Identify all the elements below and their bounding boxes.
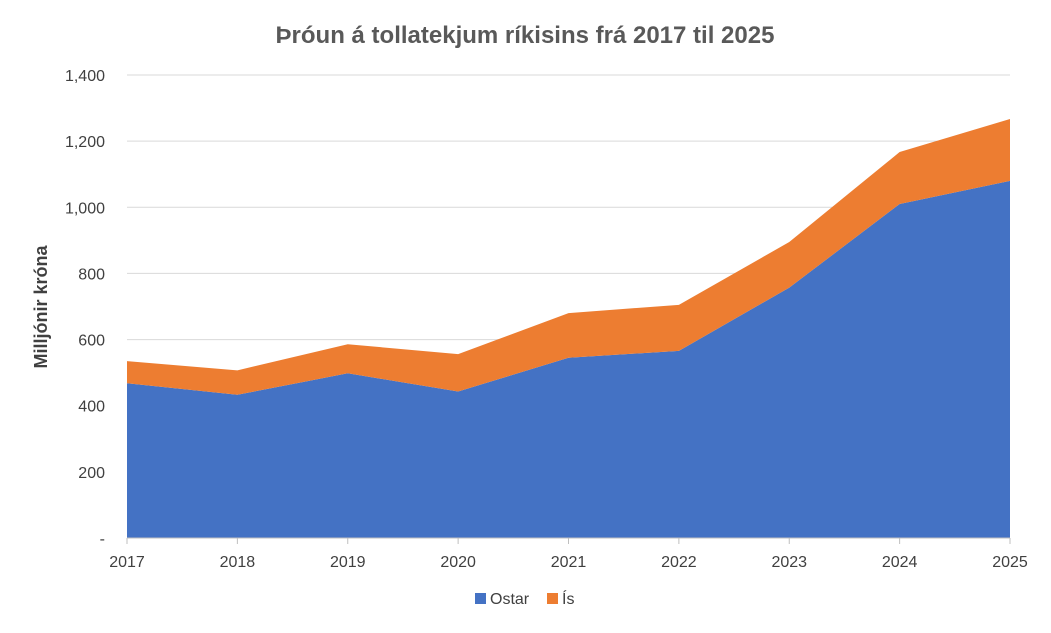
legend-swatch-0 <box>475 593 486 604</box>
x-tick-label: 2019 <box>330 554 366 571</box>
y-tick-label: 1,200 <box>65 134 105 151</box>
legend: Ostar Ís <box>475 589 574 608</box>
x-tick-label: 2020 <box>440 554 476 571</box>
x-tick-label: 2021 <box>551 554 587 571</box>
area-series-1 <box>127 118 1010 395</box>
legend-label-1: Ís <box>562 589 574 608</box>
x-tick-label: 2024 <box>882 554 918 571</box>
y-axis-label: Milljónir króna <box>31 245 51 369</box>
y-tick-label: 1,400 <box>65 68 105 85</box>
x-tick-label: 2018 <box>220 554 256 571</box>
y-tick-label: 600 <box>78 333 105 350</box>
chart-title: Þróun á tollatekjum ríkisins frá 2017 ti… <box>276 22 775 49</box>
x-tick-label: 2025 <box>992 554 1028 571</box>
legend-label-0: Ostar <box>490 591 530 608</box>
y-tick-label: - <box>100 531 105 548</box>
y-tick-label: 200 <box>78 465 105 482</box>
axes: - 200 400 600 800 1,000 1,200 1,400 2017 2018 2019… <box>65 68 1028 571</box>
area-series-0 <box>127 180 1010 538</box>
y-tick-label: 800 <box>78 266 105 283</box>
x-tick-label: 2017 <box>109 554 145 571</box>
y-tick-label: 1,000 <box>65 200 105 217</box>
x-tick-label: 2022 <box>661 554 697 571</box>
x-tick-label: 2023 <box>771 554 807 571</box>
data-areas <box>127 118 1010 538</box>
y-tick-label: 400 <box>78 399 105 416</box>
legend-swatch-1 <box>547 593 558 604</box>
